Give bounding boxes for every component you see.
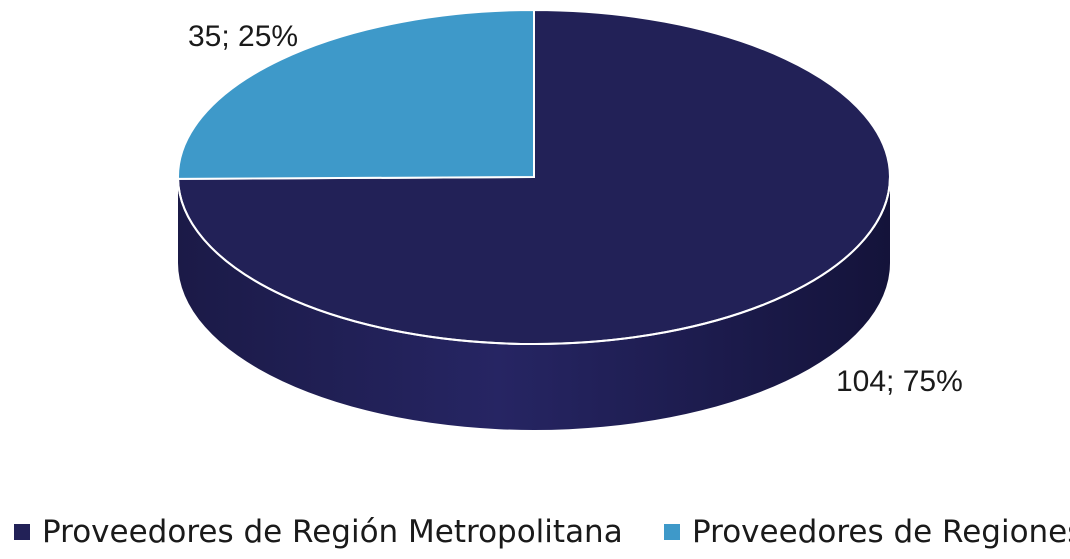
legend-label-metropolitana: Proveedores de Región Metropolitana (42, 514, 623, 550)
chart-legend: Proveedores de Región Metropolitana Prov… (0, 506, 1070, 556)
legend-label-regiones: Proveedores de Regiones (692, 514, 1070, 550)
legend-item-metropolitana: Proveedores de Región Metropolitana (14, 514, 623, 550)
pie-slice-regiones (176, 8, 535, 180)
legend-swatch-metropolitana (14, 524, 30, 540)
legend-swatch-regiones (664, 524, 680, 540)
pie-side-wall (178, 177, 890, 430)
legend-item-regiones: Proveedores de Regiones (664, 514, 1070, 550)
pie-rim-highlight (177, 176, 891, 345)
data-label-metropolitana: 104; 75% (836, 365, 963, 398)
data-label-regiones: 35; 25% (188, 20, 298, 53)
